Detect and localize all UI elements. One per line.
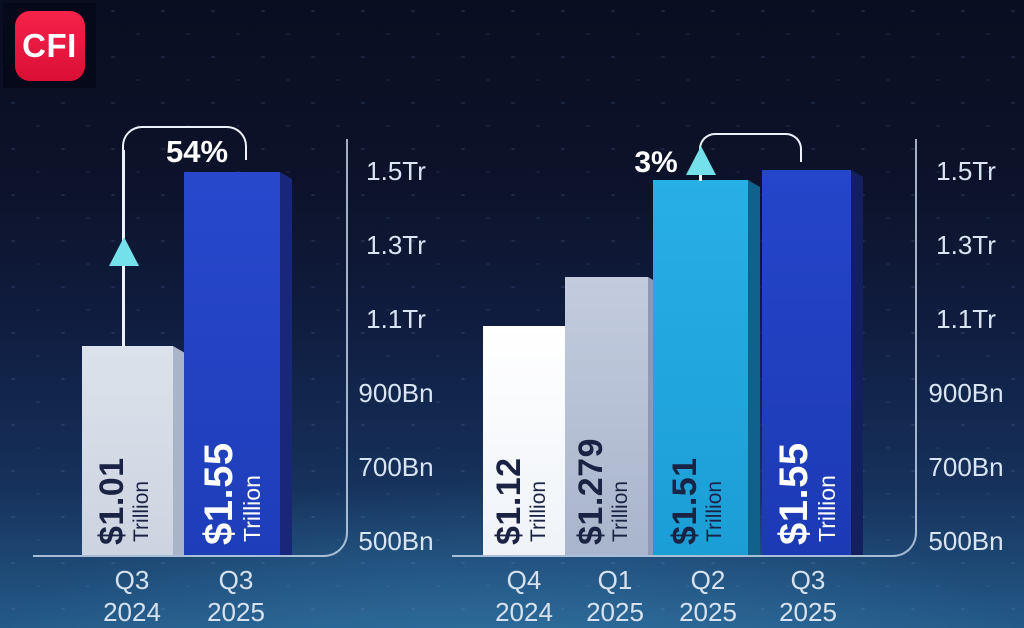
- bar-unit: Trillion: [702, 480, 726, 542]
- bar-3d-side: [173, 346, 185, 555]
- bar-q1-2025: $1.279 Trillion: [565, 277, 660, 555]
- bar-unit: Trillion: [239, 475, 265, 542]
- x-axis-label-q2-2025: Q2 2025: [658, 565, 758, 628]
- quarter-text: Q3: [218, 565, 254, 595]
- bar-3d-side: [851, 170, 863, 555]
- year-text: 2024: [495, 596, 553, 627]
- y-axis-tick-label: 700Bn: [928, 452, 1004, 482]
- bar-value: $1.55: [197, 442, 241, 545]
- bar-value: $1.01: [92, 457, 131, 545]
- y-axis-tick-label: 1.3Tr: [366, 230, 426, 260]
- cfi-logo-text: CFI: [22, 26, 77, 64]
- bar-value-label: $1.55 Trillion: [771, 395, 840, 545]
- quarter-text: Q3: [114, 565, 150, 595]
- y-axis-tick-label: 900Bn: [358, 378, 434, 408]
- bar-value: $1.51: [665, 457, 704, 545]
- x-axis-label-q1-2025: Q1 2025: [565, 565, 665, 628]
- bar-unit: Trillion: [527, 480, 550, 542]
- bar-value-label: $1.12 Trillion: [490, 395, 558, 545]
- growth-arrow-icon: [686, 146, 716, 175]
- percent-change-label: 3%: [634, 146, 678, 179]
- bar-unit: Trillion: [608, 480, 632, 542]
- bar-value-label: $1.51 Trillion: [665, 395, 734, 545]
- y-axis-tick-label: 1.3Tr: [936, 230, 996, 260]
- bar-q3-2024: $1.01 Trillion: [82, 346, 185, 555]
- bar-q2-2025: $1.51 Trillion: [653, 180, 760, 555]
- quarter-text: Q1: [597, 565, 633, 595]
- x-axis-label-q4-2024: Q4 2024: [474, 565, 574, 628]
- bar-value-label: $1.55 Trillion: [197, 395, 265, 545]
- bar-value-label: $1.01 Trillion: [92, 395, 161, 545]
- bar-3d-side: [748, 180, 760, 555]
- percent-change-label: 54%: [165, 134, 229, 169]
- bar-value: $1.55: [771, 442, 816, 545]
- y-axis-tick-label: 500Bn: [358, 526, 434, 556]
- bar-value: $1.279: [571, 438, 610, 545]
- y-axis-tick-label: 500Bn: [928, 526, 1004, 556]
- year-text: 2024: [103, 596, 161, 627]
- bar-unit: Trillion: [813, 475, 840, 542]
- bar-q3-2025-left: $1.55 Trillion: [184, 172, 292, 555]
- cfi-logo-badge: CFI: [14, 10, 85, 81]
- y-axis-tick-label: 900Bn: [928, 378, 1004, 408]
- quarter-text: Q4: [506, 565, 542, 595]
- x-axis-label-q3-2024: Q3 2024: [82, 565, 182, 628]
- growth-arrow-icon: [109, 237, 139, 266]
- year-text: 2025: [586, 596, 644, 627]
- year-text: 2025: [779, 596, 837, 627]
- y-axis-tick-label: 1.5Tr: [936, 156, 996, 186]
- bar-unit: Trillion: [129, 480, 153, 542]
- bar-value-label: $1.279 Trillion: [571, 395, 640, 545]
- bar-value: $1.12: [490, 457, 528, 545]
- y-axis-tick-label: 1.5Tr: [366, 156, 426, 186]
- year-text: 2025: [679, 596, 737, 627]
- y-axis-tick-label: 1.1Tr: [366, 304, 426, 334]
- comparison-bracket: [122, 126, 247, 160]
- bar-3d-side: [280, 172, 292, 555]
- year-text: 2025: [207, 596, 265, 627]
- left-chart-axis-frame: [33, 139, 348, 557]
- quarter-text: Q3: [790, 565, 826, 595]
- y-axis-tick-label: 700Bn: [358, 452, 434, 482]
- bar-q3-2025-right: $1.55 Trillion: [762, 170, 863, 555]
- y-axis-tick-label: 1.1Tr: [936, 304, 996, 334]
- x-axis-label-q3-2025-right: Q3 2025: [758, 565, 858, 628]
- quarter-text: Q2: [690, 565, 726, 595]
- right-chart-axis-frame: [452, 139, 917, 557]
- x-axis-label-q3-2025-left: Q3 2025: [186, 565, 286, 628]
- bar-q4-2024: $1.12 Trillion: [483, 326, 579, 555]
- cfi-logo: CFI: [3, 3, 96, 88]
